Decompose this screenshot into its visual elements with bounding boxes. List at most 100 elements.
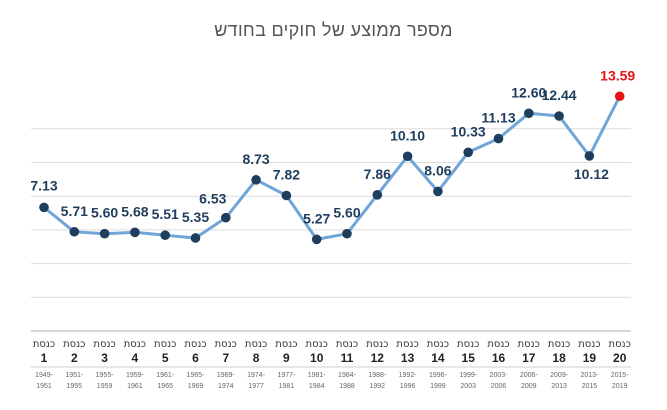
tick-label-word: כנסת: [245, 339, 267, 350]
data-point: [584, 151, 595, 161]
tick-label-number: 20: [613, 351, 627, 365]
data-point: [493, 133, 504, 144]
data-label: 10.12: [574, 166, 609, 182]
tick-label-years-end: 1977: [248, 383, 264, 390]
tick-label-number: 15: [462, 351, 476, 365]
data-point: [160, 230, 170, 241]
data-label: 5.35: [182, 209, 209, 225]
tick-label-years-end: 1984: [309, 383, 325, 390]
tick-label-number: 3: [101, 351, 108, 365]
tick-label-years-start: 1977-: [277, 372, 296, 379]
data-label: 10.10: [390, 127, 425, 143]
tick-label-number: 10: [310, 351, 324, 365]
tick-label-number: 19: [583, 351, 597, 365]
tick-label-years-start: 1965-: [187, 372, 206, 379]
tick-label-years-start: 1969-: [217, 372, 236, 379]
data-point: [342, 228, 352, 239]
data-label: 5.68: [121, 203, 148, 219]
tick-label-word: כנסת: [548, 339, 570, 350]
tick-label-word: כנסת: [336, 339, 358, 350]
tick-label-number: 17: [522, 351, 536, 365]
data-point: [69, 226, 80, 237]
tick-label-years-end: 2013: [551, 383, 567, 390]
tick-label-number: 6: [192, 351, 199, 365]
data-label: 7.82: [273, 166, 300, 182]
tick-label-word: כנסת: [93, 339, 115, 350]
data-point: [221, 212, 231, 223]
tick-label-years-start: 1955-: [96, 372, 115, 379]
tick-label-years-end: 1988: [339, 383, 355, 390]
data-label: 10.33: [451, 123, 486, 139]
tick-label-years-end: 1951: [36, 383, 52, 390]
tick-label-years-start: 1992-: [399, 372, 418, 379]
data-point: [463, 147, 474, 158]
data-label: 8.06: [424, 162, 451, 178]
tick-label-number: 1: [41, 351, 48, 365]
data-point: [39, 202, 49, 213]
tick-label-number: 13: [401, 351, 415, 365]
tick-label-word: כנסת: [306, 339, 328, 350]
tick-label-years-start: 1961-: [156, 372, 175, 379]
tick-label-years-end: 1981: [279, 383, 295, 390]
tick-label-years-end: 2015: [582, 383, 598, 390]
tick-label-word: כנסת: [215, 339, 237, 350]
tick-label-years-start: 1981-: [308, 372, 327, 379]
tick-label-years-end: 1961: [127, 383, 143, 390]
tick-label-years-start: 2009-: [550, 372, 569, 379]
tick-label-years-start: 1999-: [459, 372, 478, 379]
tick-label-years-start: 1959-: [126, 372, 145, 379]
tick-label-years-end: 2003: [460, 383, 476, 390]
tick-label-number: 12: [371, 351, 385, 365]
data-point: [99, 228, 110, 239]
data-label: 5.71: [61, 203, 88, 219]
tick-label-years-start: 1984-: [338, 372, 357, 379]
data-label: 5.27: [303, 210, 330, 226]
series-line: [43, 95, 622, 241]
data-point: [433, 186, 443, 197]
tick-label-word: כנסת: [63, 339, 85, 350]
tick-label-word: כנסת: [487, 339, 509, 350]
data-label: 8.73: [242, 151, 269, 167]
tick-label-word: כנסת: [396, 339, 418, 350]
tick-label-number: 9: [283, 351, 290, 365]
chart-title: מספר ממוצע של חוקים בחודש: [214, 20, 453, 40]
tick-label-word: כנסת: [578, 339, 600, 350]
tick-label-number: 5: [162, 351, 169, 365]
tick-label-number: 7: [222, 351, 229, 365]
tick-label-years-start: 2006-: [520, 372, 539, 379]
tick-label-word: כנסת: [124, 339, 146, 350]
data-label: 11.13: [481, 110, 515, 126]
data-label: 5.60: [333, 205, 360, 221]
tick-label-years-start: 1996-: [429, 372, 448, 379]
data-label: 5.51: [152, 206, 179, 222]
tick-label-years-end: 2019: [612, 383, 628, 390]
tick-label-word: כנסת: [33, 339, 55, 350]
data-point: [554, 111, 564, 121]
data-point: [524, 108, 534, 119]
tick-label-years-end: 1999: [430, 383, 446, 390]
tick-label-word: כנסת: [609, 339, 631, 350]
tick-label-number: 2: [71, 351, 78, 365]
tick-label-word: כנסת: [427, 339, 449, 350]
tick-label-years-end: 1959: [97, 383, 113, 390]
tick-label-word: כנסת: [518, 339, 540, 350]
tick-label-years-end: 2006: [491, 383, 507, 390]
data-point: [372, 190, 383, 200]
tick-label-years-start: 2013-: [580, 372, 599, 379]
tick-label-years-end: 1996: [400, 383, 416, 390]
tick-label-years-end: 1974: [218, 383, 234, 390]
tick-label-years-start: 1974-: [247, 372, 266, 379]
tick-label-number: 14: [431, 351, 445, 365]
tick-label-years-start: 1949-: [35, 372, 54, 379]
data-point: [190, 233, 201, 243]
tick-label-years-end: 1955: [67, 383, 83, 390]
tick-label-years-start: 2015-: [611, 372, 630, 379]
data-point: [251, 175, 261, 185]
data-label: 5.60: [91, 205, 118, 221]
tick-label-word: כנסת: [184, 339, 206, 350]
tick-label-years-end: 1969: [188, 383, 204, 390]
tick-label-number: 18: [552, 351, 566, 365]
tick-label-years-end: 1992: [370, 383, 386, 390]
